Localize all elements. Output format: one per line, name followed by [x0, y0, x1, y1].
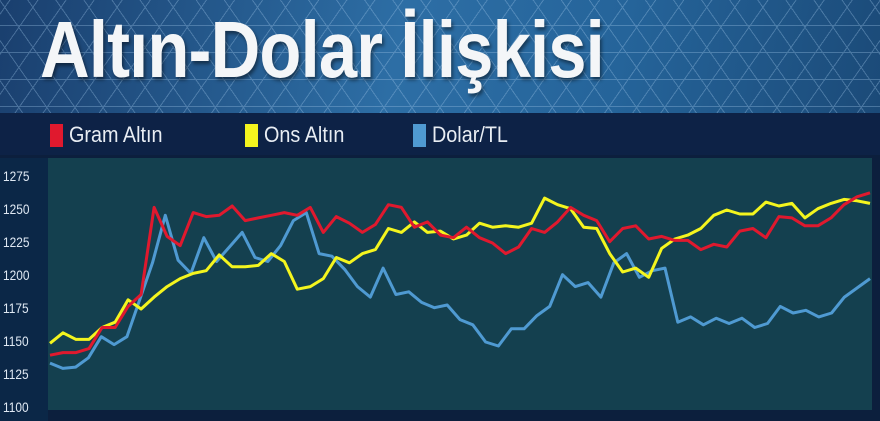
legend-label: Ons Altın [264, 122, 345, 147]
legend-swatch-red [50, 123, 63, 147]
y-tick-label: 1200 [3, 267, 30, 283]
series-line-ons-altın [49, 196, 871, 345]
legend: Gram Altın Ons Altın Dolar/TL [0, 113, 880, 155]
line-chart [49, 191, 871, 370]
legend-label: Dolar/TL [432, 122, 508, 147]
y-tick-label: 1150 [3, 333, 29, 349]
y-tick-label: 1175 [3, 300, 29, 316]
chart-title: Altın-Dolar İlişkisi [40, 5, 605, 94]
y-axis: 1275 1250 1225 1200 1175 1150 1125 1100 [0, 158, 48, 421]
legend-item-gram-altin: Gram Altın [50, 122, 173, 148]
y-tick-label: 1100 [3, 399, 29, 415]
series-line-dolar-tl [49, 211, 871, 370]
grid-pattern-background [0, 0, 880, 115]
series-line-gram-altın [49, 191, 871, 357]
header-banner: Altın-Dolar İlişkisi [0, 0, 880, 115]
legend-label: Gram Altın [69, 122, 163, 147]
legend-swatch-yellow [245, 123, 258, 147]
y-tick-label: 1125 [3, 366, 29, 382]
legend-swatch-blue [413, 123, 426, 147]
y-tick-label: 1225 [3, 234, 30, 250]
plot-area [48, 158, 872, 410]
legend-item-ons-altin: Ons Altın [245, 122, 353, 148]
legend-item-dolar-tl: Dolar/TL [413, 122, 516, 148]
y-tick-label: 1275 [3, 168, 30, 184]
y-tick-label: 1250 [3, 201, 30, 217]
